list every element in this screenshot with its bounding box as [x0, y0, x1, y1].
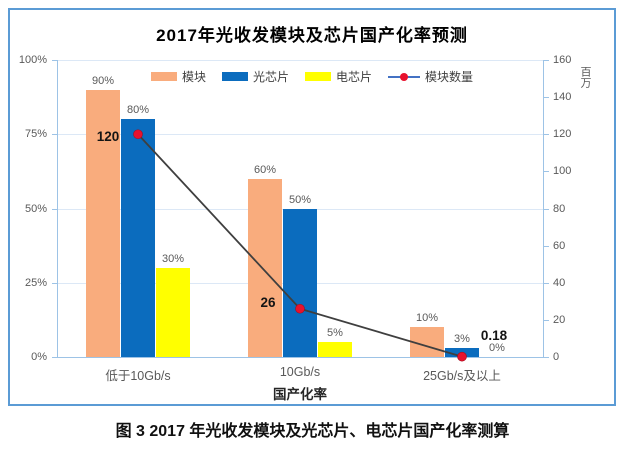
- module-count-marker: [295, 303, 305, 314]
- right-axis-tick-label: 100: [553, 165, 572, 178]
- right-axis-tick: [544, 171, 549, 173]
- legend-item-optical-chip: 光芯片: [221, 68, 289, 85]
- bar-label-electrical-chip-0: 30%: [161, 252, 185, 265]
- left-axis-tick-label: 50%: [24, 202, 47, 215]
- bar-module-1: [248, 178, 282, 357]
- right-axis-tick: [544, 208, 549, 210]
- right-axis-tick: [544, 282, 549, 284]
- right-axis-tick: [544, 357, 549, 358]
- bar-module-0: [86, 89, 120, 357]
- module-count-marker: [133, 129, 143, 140]
- gridline: [57, 60, 543, 61]
- left-axis-tick-label: 0%: [31, 351, 47, 363]
- line-label-module-count-1: 26: [260, 294, 276, 310]
- right-axis-unit: 百万: [579, 66, 591, 88]
- legend-swatch-optical-chip: [221, 72, 248, 81]
- right-axis-tick: [544, 245, 549, 247]
- left-axis-tick-label: 25%: [24, 276, 47, 289]
- chart-container: 2017年光收发模块及芯片国产化率预测 模块 光芯片 电芯片 模块数量 0% 25% 50…: [8, 8, 616, 406]
- left-axis-tick: [52, 134, 57, 136]
- legend-item-module: 模块: [150, 68, 206, 85]
- bar-label-module-2: 10%: [415, 312, 439, 325]
- right-axis-tick: [544, 60, 549, 61]
- legend-label-electrical-chip: 电芯片: [336, 70, 373, 84]
- right-axis-tick-label: 60: [553, 239, 566, 252]
- right-axis-tick: [544, 134, 549, 136]
- left-axis-tick: [52, 208, 57, 210]
- module-count-line: [133, 129, 467, 362]
- right-axis-tick: [544, 319, 549, 321]
- bar-optical-chip-0: [121, 119, 155, 357]
- right-axis-tick-label: 0: [553, 351, 560, 363]
- right-axis-tick-label: 120: [553, 128, 572, 141]
- module-count-marker: [457, 351, 467, 362]
- plot-area: 0% 25% 50% 75% 100% 0 20 40 60 80 100 120 140 160 90% 6…: [10, 10, 614, 404]
- legend-label-module-count: 模块数量: [425, 70, 474, 84]
- category-label-2: 25Gb/s及以上: [423, 369, 501, 383]
- legend-item-module-count: 模块数量: [388, 68, 473, 85]
- legend-line-sample-icon: [388, 72, 421, 81]
- x-axis-title: 国产化率: [273, 387, 327, 402]
- bar-label-module-1: 60%: [253, 163, 277, 176]
- legend-marker-dot-icon: [400, 72, 409, 81]
- bar-label-optical-chip-2: 3%: [454, 333, 470, 346]
- left-axis-tick: [52, 357, 57, 358]
- category-label-1: 10Gb/s: [279, 365, 321, 379]
- bar-electrical-chip-1: [318, 342, 352, 357]
- bar-label-module-0: 90%: [91, 74, 115, 87]
- legend-swatch-module: [150, 72, 177, 81]
- bar-electrical-chip-0: [156, 267, 190, 357]
- right-axis-tick-label: 40: [553, 276, 566, 289]
- chart-title: 2017年光收发模块及芯片国产化率预测: [156, 26, 468, 45]
- bar-label-electrical-chip-1: 5%: [327, 327, 343, 340]
- right-axis-tick-label: 20: [553, 313, 566, 326]
- left-axis-line: [57, 60, 58, 357]
- right-axis-tick: [544, 97, 549, 99]
- bar-optical-chip-1: [283, 208, 317, 357]
- left-axis-tick: [52, 60, 57, 61]
- bar-label-optical-chip-0: 80%: [126, 104, 150, 117]
- right-axis-line: [543, 60, 544, 357]
- x-axis-line: [57, 357, 544, 358]
- bar-label-electrical-chip-2: 0%: [489, 342, 505, 354]
- legend-item-electrical-chip: 电芯片: [305, 68, 372, 85]
- right-axis-tick-label: 140: [553, 91, 572, 104]
- bar-label-optical-chip-1: 50%: [288, 193, 312, 206]
- legend-swatch-electrical-chip: [305, 72, 331, 81]
- gridline: [57, 134, 543, 136]
- left-axis-tick-label: 100%: [18, 54, 47, 66]
- chart-legend: 模块 光芯片 电芯片 模块数量: [10, 68, 614, 85]
- figure-caption: 图 3 2017 年光收发模块及光芯片、电芯片国产化率测算: [115, 423, 510, 440]
- right-axis-tick-label: 80: [553, 202, 566, 215]
- right-axis-tick-label: 160: [553, 54, 572, 66]
- legend-label-optical-chip: 光芯片: [252, 70, 289, 84]
- category-label-0: 低于10Gb/s: [105, 369, 171, 383]
- line-label-module-count-0: 120: [96, 129, 120, 145]
- left-axis-tick: [52, 282, 57, 284]
- left-axis-tick-label: 75%: [24, 128, 47, 141]
- legend-label-module: 模块: [181, 70, 206, 84]
- line-label-module-count-2: 0.18: [480, 327, 508, 343]
